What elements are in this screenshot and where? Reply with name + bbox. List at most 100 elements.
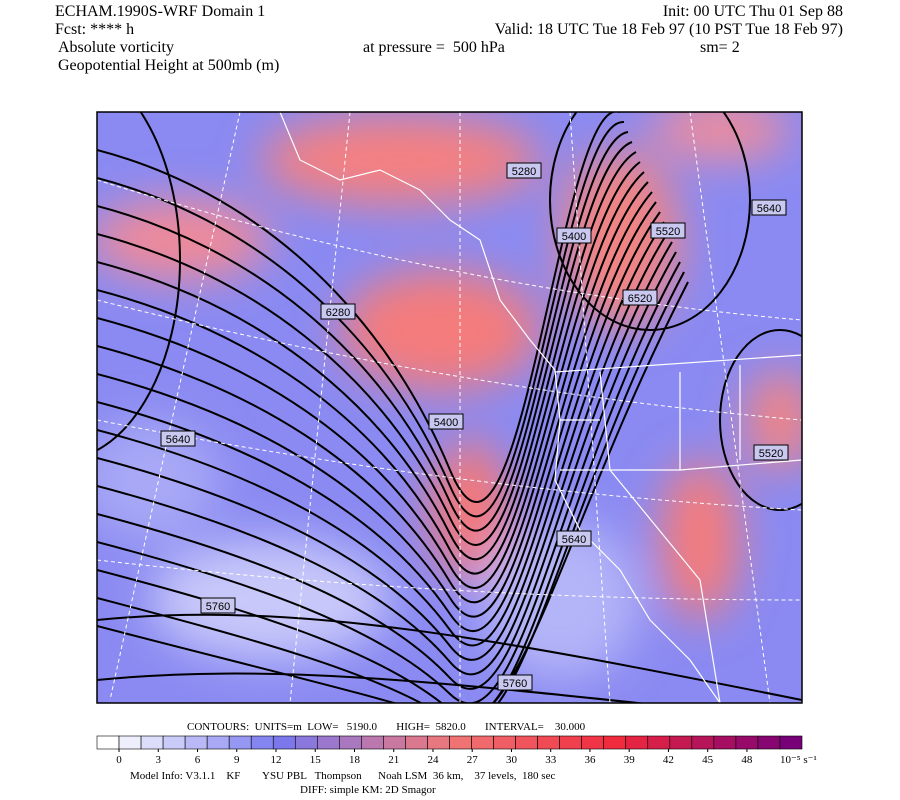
contour-label-box [751,199,787,216]
colorbar-swatch [383,735,406,750]
colorbar-swatch [140,735,164,750]
colorbar-swatch [603,735,627,750]
colorbar-tick-label: 48 [741,754,753,766]
contour-label: 5640 [166,434,190,446]
colorbar-tick-label: 36 [584,754,596,766]
contour-line [97,251,677,703]
map-frame [96,111,803,704]
contour-loop [719,329,802,511]
contour-line [97,112,620,504]
contour-label: 5520 [759,448,783,460]
contour-label: 5640 [757,203,781,215]
contour-label-box [622,289,658,306]
contour-label-box [320,303,356,320]
contour-line [97,120,625,518]
forecast-hour: Fcst: **** h [55,21,134,38]
field-name: Absolute vorticity [58,39,174,56]
contour-label-box [160,430,196,447]
contour-loop [549,112,751,331]
colorbar-swatch [184,735,208,750]
colorbar-swatch [250,735,274,750]
colorbar-swatch [361,735,384,750]
map-area: 5280 5400 5520 6520 5640 6280 5400 5640 5520 5640… [97,112,802,703]
colorbar-tick-label: 12 [271,754,282,766]
colorbar-tick-label: 33 [545,754,557,766]
colorbar-swatch [581,735,605,750]
colorbar-swatch [471,735,494,750]
colorbar-swatch [779,735,803,750]
colorbar-tick-label: 3 [156,754,162,766]
colorbar-tick-label: 45 [702,754,714,766]
colorbar-swatch [272,735,296,750]
contour-label: 5280 [512,166,536,178]
contour-field-name: Geopotential Height at 500mb (m) [58,57,279,74]
colorbar-swatch [118,735,142,750]
contour-info: CONTOURS: UNITS=m LOW= 5190.0 HIGH= 5820… [187,721,586,733]
colorbar-tick-label: 39 [624,754,636,766]
colorbar-tick-label: 15 [310,754,322,766]
contour-label: 5640 [562,534,586,546]
colorbar-swatch [317,735,340,750]
diff-info: DIFF: simple KM: 2D Smagor [300,784,436,796]
contour-line [97,613,802,701]
contour-line [97,201,657,633]
colorbar-tick-label: 9 [234,754,240,766]
colorbar-tick-label: 6 [195,754,201,766]
colorbar-swatch [339,735,362,750]
contour-line [97,151,637,560]
smoothing: sm= 2 [700,39,740,56]
pressure-level: at pressure = 500 hPa [363,39,505,56]
colorbar: 0 3 6 9 12 15 18 21 24 27 30 33 36 39 42 45 48 10⁻⁵ s⁻¹ [96,735,817,766]
contour-label: 6520 [628,293,652,305]
contour-label: 5760 [503,678,527,690]
colorbar-swatch [757,735,781,750]
contour-line [97,181,649,604]
colorbar-swatch [493,735,516,750]
colorbar-tick-label: 27 [467,754,479,766]
colorbar-unit: 10⁻⁵ s⁻¹ [780,754,817,766]
contour-label-box [650,222,686,239]
contour-labels: 5280 5400 5520 6520 5640 6280 5400 5640 5520 5640… [160,162,789,691]
contour-line [97,221,665,661]
colorbar-swatch [449,735,472,750]
contour-label: 5400 [434,417,458,429]
colorbar-swatch [669,735,693,750]
lat-lon-grid [97,112,802,703]
colorbar-tick-label: 21 [388,754,399,766]
contour-label: 5400 [562,231,586,243]
contour-line [97,271,685,703]
colorbar-swatch [735,735,759,750]
contour-line [97,171,645,589]
run-title: ECHAM.1990S-WRF Domain 1 [55,3,265,20]
colorbar-swatch [713,735,737,750]
contour-label-box [428,413,464,430]
colorbar-swatch [294,735,318,750]
contour-label-box [753,444,789,461]
colorbar-swatch [405,735,428,750]
contour-label-box [556,227,592,244]
contour-label: 5520 [656,226,680,238]
contour-label-box [497,674,533,691]
colorbar-swatch [427,735,450,750]
coastlines-borders [279,112,802,703]
colorbar-tick-label: 24 [427,754,439,766]
colorbar-swatch [625,735,649,750]
colorbar-swatch [647,735,671,750]
init-time: Init: 00 UTC Thu 01 Sep 88 [663,3,843,20]
contour-line [97,211,661,647]
colorbar-tick-label: 30 [506,754,518,766]
colorbar-tick-label: 42 [663,754,674,766]
contour-label: 6280 [326,307,350,319]
contour-line [97,672,648,703]
contour-line [97,141,633,546]
colorbar-tick-label: 18 [349,754,361,766]
contour-line [97,231,669,676]
colorbar-swatch [537,735,560,750]
model-info: Model Info: V3.1.1 KF YSU PBL Thompson N… [130,770,555,782]
colorbar-swatch [162,735,186,750]
colorbar-tick-label: 0 [116,754,122,766]
contour-label-box [200,597,236,614]
colorbar-swatch [515,735,538,750]
colorbar-swatch [559,735,582,750]
colorbar-swatch [206,735,230,750]
